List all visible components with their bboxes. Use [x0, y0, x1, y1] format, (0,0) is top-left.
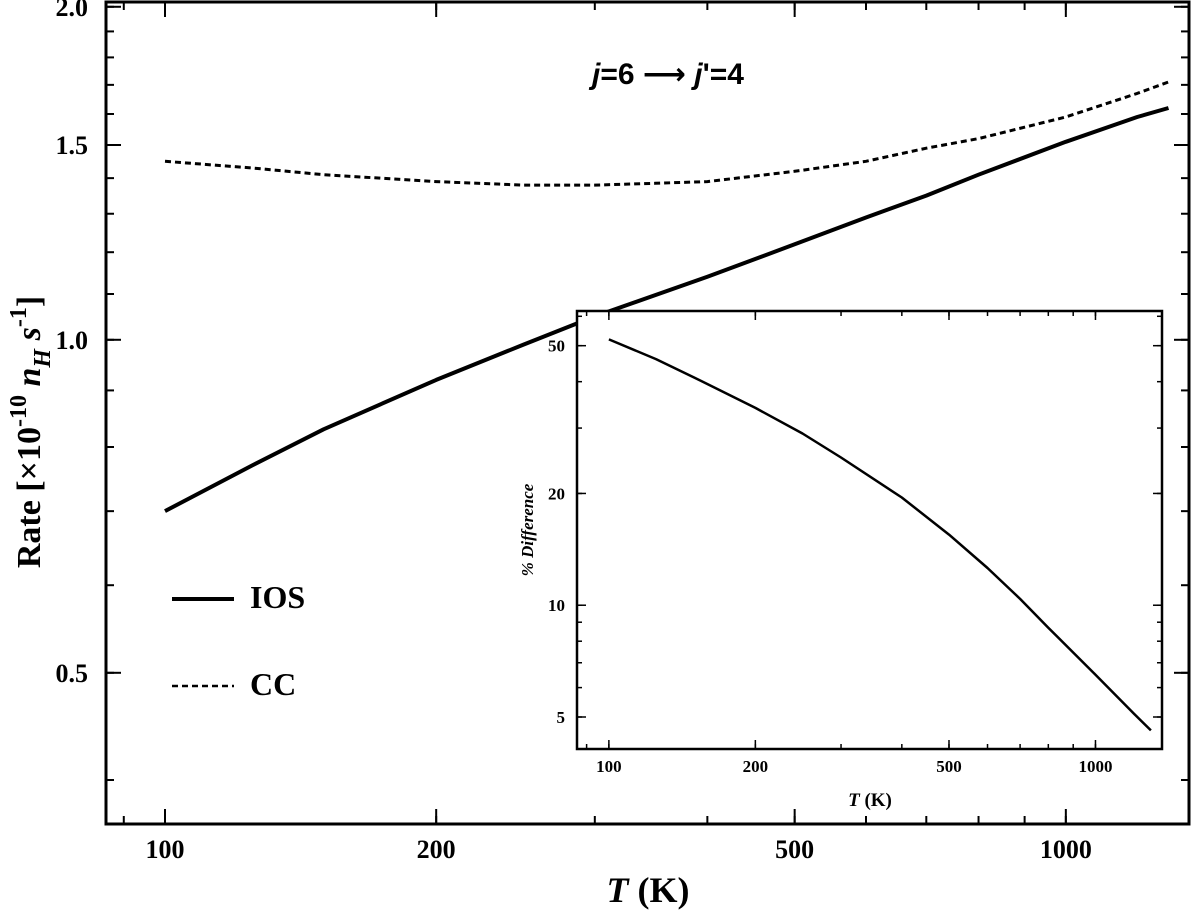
legend: IOS CC	[172, 579, 305, 702]
inset-x-axis-label: T (K)	[848, 790, 892, 811]
inset-plot-frame	[575, 309, 1164, 751]
main-axis-ticks: 100 200 500 1000 0.5 1.0 1.5 2.0	[56, 0, 1189, 864]
series-line-ios	[164, 106, 1170, 513]
y-tick-label: 1.5	[56, 131, 89, 160]
series-line-difference	[608, 338, 1152, 732]
main-series-layer	[164, 80, 1170, 513]
y-tick-label: 50	[548, 337, 565, 356]
y-tick-label: 2.0	[56, 0, 89, 22]
y-tick-label: 1.0	[56, 326, 89, 355]
y-tick-label: 0.5	[56, 659, 89, 688]
legend-ios-label: IOS	[250, 579, 305, 615]
y-tick-label: 5	[557, 708, 566, 727]
x-tick-label: 500	[936, 757, 962, 776]
series-line-cc	[164, 80, 1170, 187]
y-tick-label: 10	[548, 596, 565, 615]
main-plot-frame	[104, 0, 1191, 826]
x-tick-label: 100	[596, 757, 622, 776]
x-tick-label: 200	[743, 757, 769, 776]
y-tick-label: 20	[548, 484, 565, 503]
x-tick-label: 200	[417, 835, 456, 864]
inset-background	[577, 311, 1162, 749]
x-tick-label: 1000	[1040, 835, 1092, 864]
x-axis-label: T (K)	[607, 870, 690, 910]
chart-title: j=6 ⟶ j'=4	[588, 58, 744, 91]
x-tick-label: 1000	[1078, 757, 1112, 776]
x-tick-label: 100	[146, 835, 185, 864]
x-tick-label: 500	[775, 835, 814, 864]
y-axis-label: Rate [×10-10 nH s-1]	[6, 296, 56, 568]
inset-series-layer	[608, 338, 1152, 732]
inset-y-axis-label: % Difference	[518, 483, 537, 576]
legend-cc-label: CC	[250, 666, 296, 702]
